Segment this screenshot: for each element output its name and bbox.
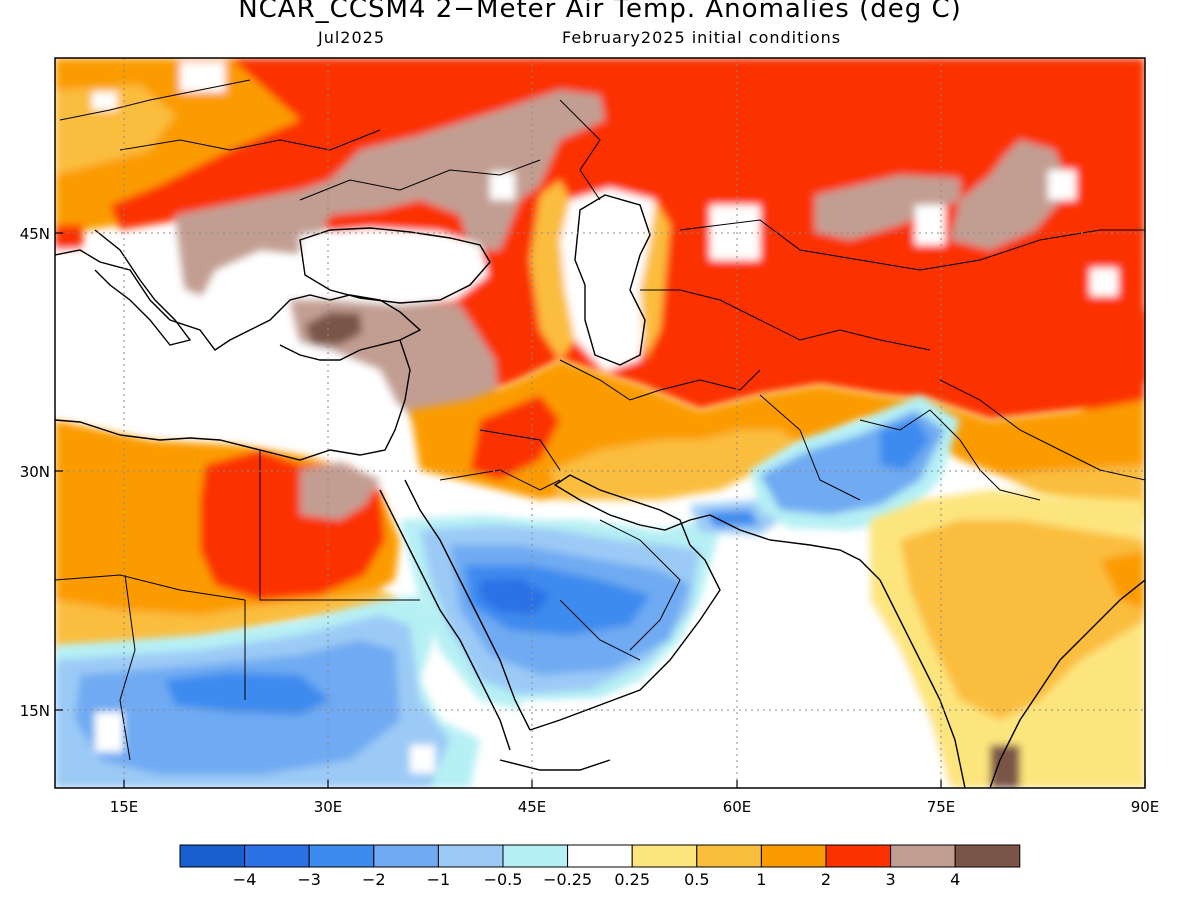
colorbar-label: −0.25 [543,870,592,889]
colorbar-label: −2 [362,870,386,889]
colorbar-swatch [308,844,375,868]
colorbar-swatch [244,844,310,868]
anomaly-region-india [900,520,1145,720]
colorbar-swatch [437,844,504,868]
coastlines [55,79,1145,788]
colorbar-label: −0.5 [484,870,523,889]
colorbar-swatch [696,844,762,868]
lon-label-90e: 90E [1131,798,1160,816]
lat-label-30n: 30N [20,463,50,481]
colorbar-swatch [954,844,1021,868]
forecast-month: Jul2025 [318,28,386,47]
colorbar-swatch [631,844,698,868]
colorbar: −4 −3 −2 −1 −0.5 −0.25 0.25 0.5 1 2 3 4 [179,844,1021,889]
colorbar-swatch [825,844,892,868]
anomaly-region-balkans-turkey [175,90,605,300]
colorbar-label: 4 [950,870,960,889]
colorbar-label: 0.25 [614,870,650,889]
colorbar-label: −3 [297,870,321,889]
colorbar-label: 0.5 [684,870,709,889]
colorbar-swatch [760,844,827,868]
colorbar-swatch [373,844,439,868]
lat-label-45n: 45N [20,225,50,243]
colorbar-swatch [179,844,246,868]
map-frame [54,57,1146,789]
colorbar-label: −4 [233,870,257,889]
colorbar-label: 1 [756,870,766,889]
lon-label-15e: 15E [110,798,139,816]
colorbar-swatch [890,844,956,868]
colorbar-swatch [567,844,633,868]
lat-label-15n: 15N [20,702,50,720]
map-title: NCAR_CCSM4 2−Meter Air Temp. Anomalies (… [238,0,962,24]
lon-label-75e: 75E [927,798,956,816]
initial-conditions: February2025 initial conditions [562,28,842,47]
anomaly-field [55,58,1145,788]
lon-label-45e: 45E [518,798,547,816]
colorbar-label: 3 [886,870,896,889]
colorbar-label: −1 [427,870,451,889]
axis-ticks [55,232,1146,788]
lon-label-30e: 30E [314,798,343,816]
lon-label-60e: 60E [723,798,752,816]
colorbar-swatch [502,844,569,868]
colorbar-label: 2 [821,870,831,889]
graticule [55,58,1145,788]
